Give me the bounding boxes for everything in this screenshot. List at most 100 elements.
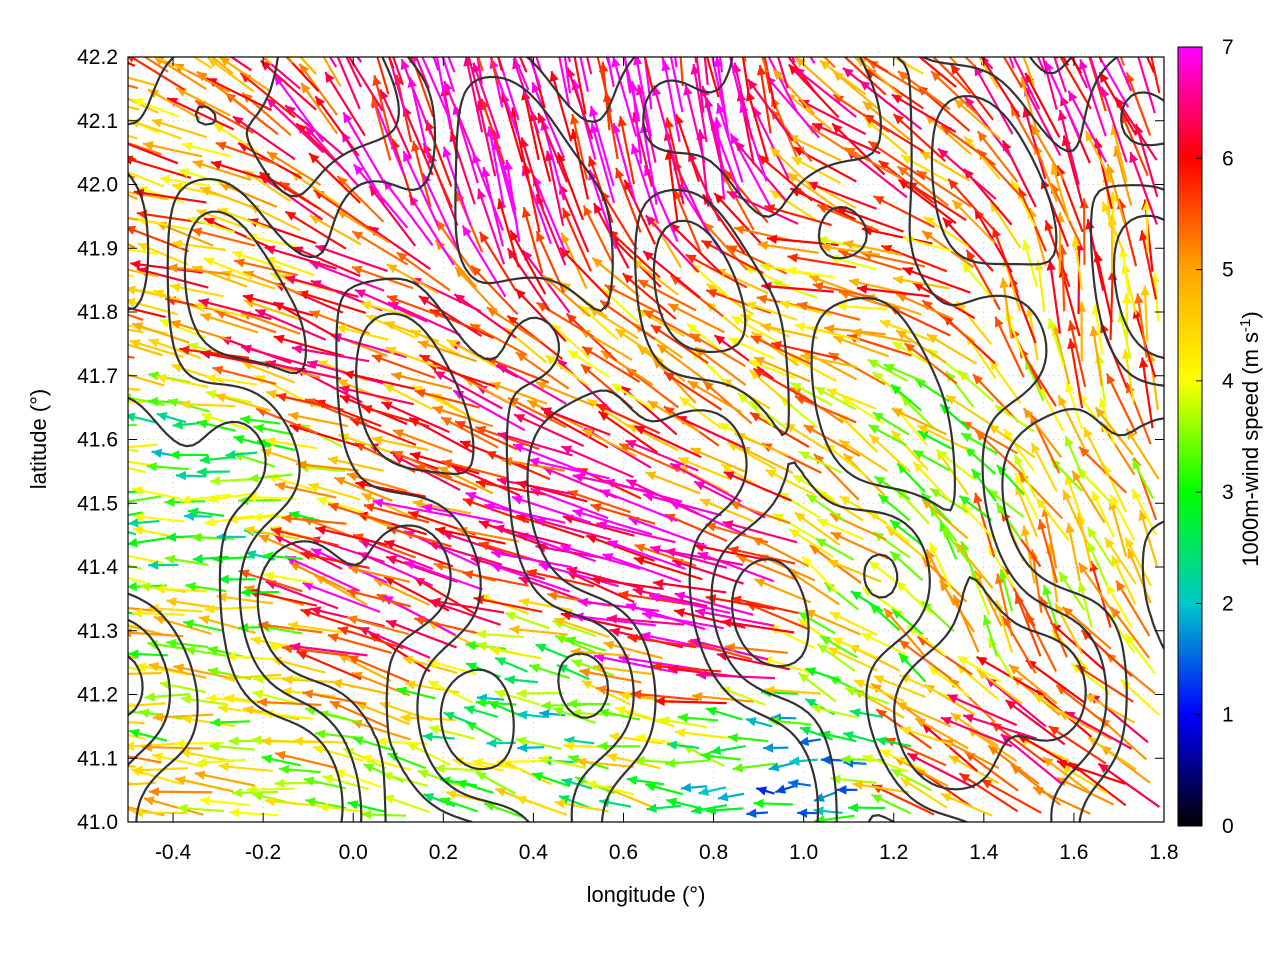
y-axis-title: latitude (°) xyxy=(26,389,51,490)
colorbar xyxy=(1177,46,1203,827)
wind-arrow xyxy=(206,77,273,112)
wind-arrow xyxy=(175,87,231,117)
wind-arrow xyxy=(229,808,279,818)
wind-arrow xyxy=(1012,57,1041,110)
wind-arrow xyxy=(414,57,430,89)
wind-arrow xyxy=(1070,57,1089,89)
wind-arrow xyxy=(128,531,137,536)
colorbar-title-main: 1000m-wind speed (m s xyxy=(1238,332,1263,567)
wind-arrow xyxy=(940,716,1013,748)
wind-arrow xyxy=(787,57,817,95)
wind-arrow xyxy=(312,744,364,762)
wind-arrow xyxy=(1042,756,1093,795)
y-tick-label: 42.2 xyxy=(77,46,118,69)
wind-arrow xyxy=(368,631,431,673)
wind-arrow xyxy=(383,794,430,813)
wind-arrow xyxy=(263,571,313,584)
wind-arrow xyxy=(144,692,191,702)
wind-arrow xyxy=(1137,57,1156,114)
wind-arrow xyxy=(282,675,339,685)
wind-arrow xyxy=(955,300,993,346)
wind-arrow xyxy=(1032,693,1081,725)
wind-arrow xyxy=(286,57,294,64)
wind-arrow xyxy=(674,591,754,616)
wind-arrow xyxy=(648,592,731,615)
wind-arrow xyxy=(376,736,427,747)
wind-arrow xyxy=(895,701,952,728)
wind-arrow xyxy=(128,495,162,507)
wind-arrow xyxy=(297,290,367,315)
wind-arrow xyxy=(128,355,135,359)
wind-arrow xyxy=(284,555,361,592)
wind-arrow xyxy=(1048,725,1107,765)
wind-arrow xyxy=(898,639,952,680)
wind-arrow xyxy=(128,671,162,675)
wind-arrow xyxy=(827,646,878,672)
wind-arrow xyxy=(827,559,882,583)
wind-arrow xyxy=(1046,259,1062,334)
wind-arrow xyxy=(627,633,697,649)
wind-arrow xyxy=(406,742,451,766)
wind-arrow xyxy=(347,655,410,683)
wind-arrow xyxy=(665,758,710,768)
wind-arrow xyxy=(632,586,708,608)
wind-arrow xyxy=(1078,446,1127,494)
wind-arrow xyxy=(860,632,907,656)
wind-arrow xyxy=(210,57,234,75)
wind-arrow xyxy=(649,545,728,569)
wind-arrow xyxy=(352,736,393,751)
wind-arrow xyxy=(417,769,462,787)
wind-arrow xyxy=(128,624,142,628)
wind-arrow xyxy=(148,662,207,679)
wind-arrow xyxy=(224,673,282,683)
wind-arrow xyxy=(346,615,409,636)
wind-arrow xyxy=(1061,57,1070,66)
wind-arrow xyxy=(1037,518,1059,584)
wind-arrow xyxy=(204,604,258,614)
wind-arrow xyxy=(273,334,344,357)
wind-arrow xyxy=(528,663,571,680)
wind-arrow xyxy=(526,568,595,588)
wind-arrow xyxy=(410,57,416,64)
wind-arrow xyxy=(639,631,722,652)
wind-arrow xyxy=(745,717,773,728)
wind-arrow xyxy=(128,611,136,615)
wind-arrow xyxy=(823,581,859,611)
wind-arrow xyxy=(489,645,542,660)
wind-arrow xyxy=(1008,663,1058,705)
wind-arrow xyxy=(270,656,326,674)
wind-arrow xyxy=(184,645,229,658)
wind-arrow xyxy=(571,659,615,677)
wind-arrow xyxy=(148,371,191,384)
x-tick-label: 0.4 xyxy=(519,841,549,864)
wind-arrow xyxy=(1037,384,1065,432)
wind-arrow xyxy=(659,716,708,729)
wind-arrow xyxy=(383,540,454,568)
wind-arrow xyxy=(948,677,996,723)
wind-arrow xyxy=(727,733,769,743)
wind-arrow xyxy=(128,287,134,292)
wind-arrow xyxy=(327,502,393,526)
wind-arrow xyxy=(900,777,948,809)
wind-arrow xyxy=(128,155,137,161)
wind-arrow xyxy=(404,560,483,591)
wind-arrow xyxy=(689,447,746,473)
wind-arrow xyxy=(643,57,654,90)
wind-arrow xyxy=(789,756,818,766)
wind-arrow xyxy=(1105,373,1138,435)
wind-arrow xyxy=(1030,442,1058,493)
wind-arrow xyxy=(337,626,404,650)
wind-arrow xyxy=(774,784,796,794)
wind-arrow xyxy=(654,696,727,707)
wind-arrow xyxy=(208,741,255,752)
wind-arrow xyxy=(950,712,1000,748)
wind-arrow xyxy=(216,592,274,605)
wind-arrow xyxy=(764,685,821,696)
wind-arrow xyxy=(603,640,663,660)
wind-arrow xyxy=(240,587,280,598)
wind-arrow xyxy=(182,619,224,632)
wind-arrow xyxy=(173,663,234,680)
wind-arrow xyxy=(347,800,386,813)
wind-arrow xyxy=(257,697,322,708)
wind-arrow xyxy=(434,763,482,774)
